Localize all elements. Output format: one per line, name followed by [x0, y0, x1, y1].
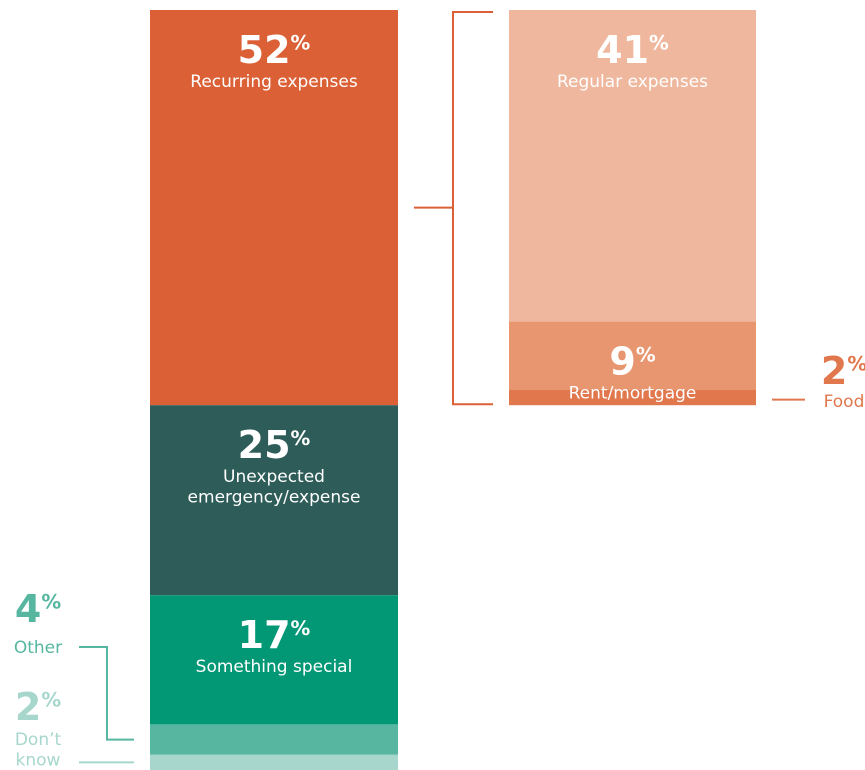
- value-label-other: 4%: [15, 587, 61, 631]
- bar-segment-something-special: [150, 595, 398, 725]
- category-label-rent-mortgage: Rent/mortgage: [569, 384, 697, 404]
- value-label-something-special: 17%: [238, 613, 311, 657]
- value-label-recurring-expenses: 52%: [238, 28, 311, 72]
- bar-segment-recurring-expenses: [150, 10, 398, 406]
- value-label-don-t-know: 2%: [15, 685, 61, 729]
- main-bar: [150, 10, 398, 770]
- bar-segment-regular-expenses: [509, 10, 756, 322]
- bar-segment-don-t-know: [150, 754, 398, 770]
- category-label-unexpected-emergency-expense: Unexpected emergency/expense: [188, 467, 361, 507]
- category-label-don-t-know: Don’t know: [15, 730, 62, 770]
- category-label-something-special: Something special: [196, 657, 353, 677]
- category-label-regular-expenses: Regular expenses: [557, 72, 708, 92]
- category-label-food: Food: [824, 392, 865, 412]
- bar-segment-other: [150, 724, 398, 755]
- category-label-recurring-expenses: Recurring expenses: [190, 72, 358, 92]
- category-label-other: Other: [14, 638, 62, 658]
- value-label-unexpected-emergency-expense: 25%: [238, 423, 311, 467]
- value-label-food: 2%: [821, 349, 865, 393]
- breakdown-bar: [509, 10, 756, 406]
- bar-segment-unexpected-emergency-expense: [150, 405, 398, 596]
- bar-segment-food: [509, 390, 756, 406]
- value-label-rent-mortgage: 9%: [609, 340, 655, 384]
- value-label-regular-expenses: 41%: [596, 28, 669, 72]
- bar-segment-rent-mortgage: [509, 321, 756, 390]
- bracket: [452, 11, 493, 406]
- connectors: [79, 11, 805, 764]
- labels: 52%Recurring expenses 25%Unexpected emerge…: [14, 28, 865, 770]
- connector-other: [79, 646, 134, 741]
